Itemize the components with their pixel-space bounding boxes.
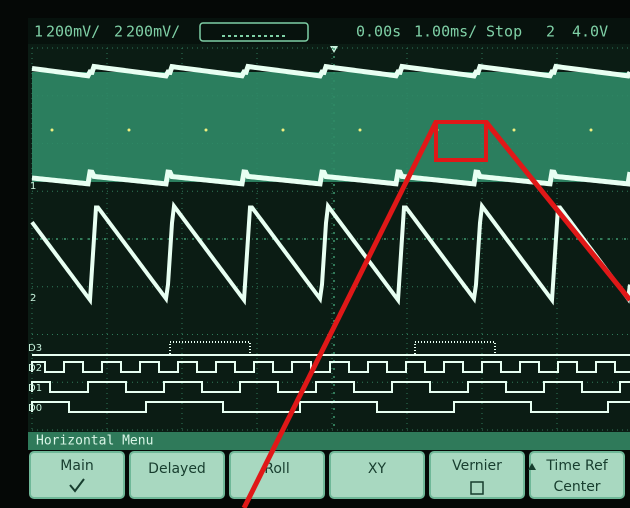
ch1-dot [282,129,285,132]
delay: 0.00s [356,23,401,41]
ch1-number: 1 [34,23,43,41]
marker-ch2: 2 [30,293,36,304]
marker-ch1: 1 [30,181,36,192]
ch1-dot [359,129,362,132]
ch1-dot [128,129,131,132]
ch2-scale: 200mV/ [126,23,180,41]
scope-screen: 1 200mV/ 2 200mV/ 0.00s 1.00ms/ Stop 2 4… [0,0,630,508]
menu-button-label: Delayed [148,461,206,477]
ch1-dot [513,129,516,132]
run-state: Stop [486,23,522,41]
marker-d0: D0 [28,403,42,414]
ch2-number: 2 [114,23,123,41]
timebase: 1.00ms/ [414,23,477,41]
ch1-scale: 200mV/ [46,23,100,41]
marker-d3: D3 [28,343,42,354]
ch1-band [32,72,630,182]
trigger-source: 2 [546,23,555,41]
trigger-level: 4.0V [572,23,608,41]
marker-d2: D2 [28,363,42,374]
menu-button-label: XY [368,461,387,477]
ch1-dot [590,129,593,132]
marker-d1: D1 [28,383,42,394]
ch1-dot [205,129,208,132]
menu-title: Horizontal Menu [36,434,153,449]
ch1-dot [51,129,54,132]
menu-button-sub: Center [553,479,600,495]
menu-button-label: Vernier [452,458,502,474]
menu-button-label: Main [60,458,93,474]
menu-button-label: Time Ref [545,458,608,474]
